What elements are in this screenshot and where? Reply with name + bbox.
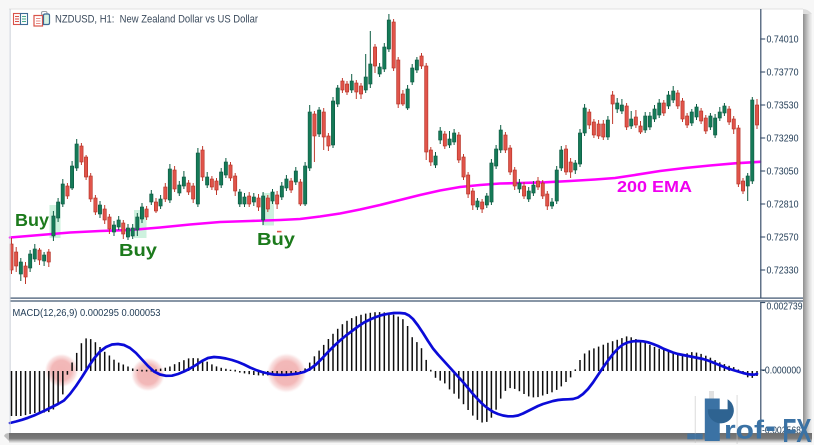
svg-text:0.74010: 0.74010 <box>767 35 799 46</box>
svg-text:-0.002568: -0.002568 <box>762 426 801 437</box>
svg-text:200 EMA: 200 EMA <box>617 179 692 196</box>
svg-text:0.73050: 0.73050 <box>767 167 799 178</box>
svg-text:0.72330: 0.72330 <box>767 266 799 277</box>
svg-text:0.002739: 0.002739 <box>767 302 803 313</box>
svg-text:NZDUSD, H1: New Zealand Dolla: NZDUSD, H1: New Zealand Dollar vs US Dol… <box>55 14 258 26</box>
svg-text:FX: FX <box>783 412 812 445</box>
svg-text:Buy: Buy <box>15 210 49 230</box>
svg-text:0.73770: 0.73770 <box>767 68 799 79</box>
svg-text:MACD(12,26,9) 0.000295 0.00005: MACD(12,26,9) 0.000295 0.000053 <box>13 307 161 319</box>
svg-text:Buy: Buy <box>257 229 295 249</box>
svg-text:-0.000000: -0.000000 <box>762 366 801 377</box>
svg-text:Buy: Buy <box>119 240 157 260</box>
svg-text:0.72570: 0.72570 <box>767 233 799 244</box>
svg-text:0.73530: 0.73530 <box>767 101 799 112</box>
svg-text:0.72810: 0.72810 <box>767 200 799 211</box>
svg-text:0.73290: 0.73290 <box>767 134 799 145</box>
svg-text:rof: rof <box>724 415 764 445</box>
